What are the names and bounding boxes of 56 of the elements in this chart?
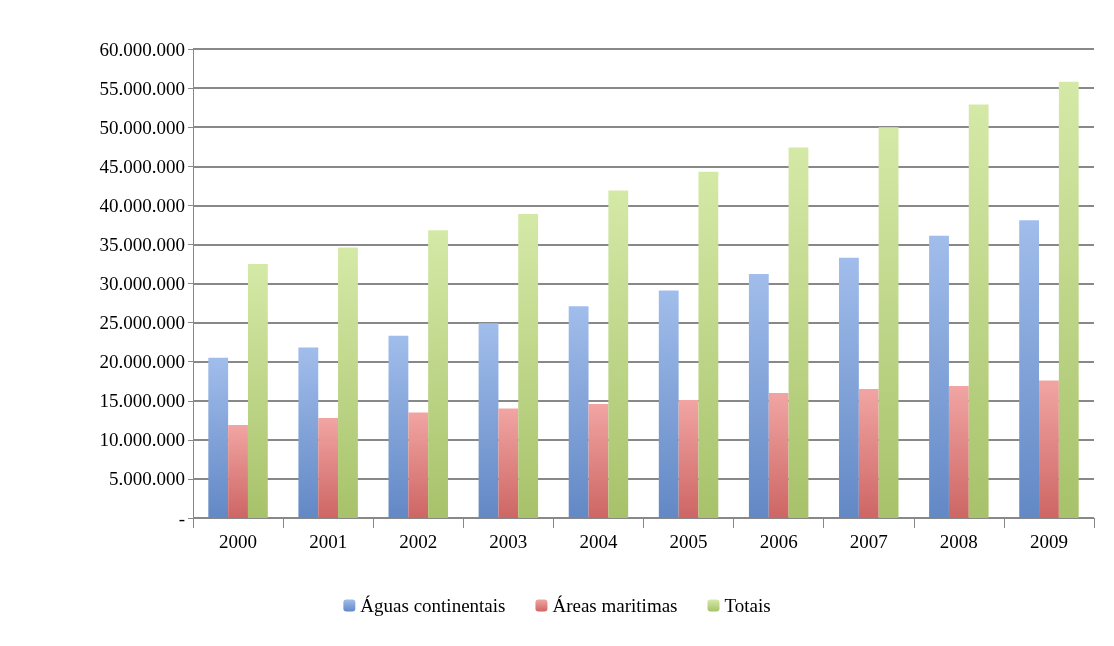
x-tick-label: 2007 [849, 531, 888, 552]
bar [948, 385, 969, 518]
y-tick-label: 5.000.000 [109, 468, 185, 490]
bar [608, 190, 629, 518]
bar [788, 147, 809, 518]
bar [408, 412, 429, 518]
x-tick-label: 2005 [669, 531, 708, 552]
bar [338, 247, 358, 518]
y-tick-label: 45.000.000 [99, 155, 185, 177]
y-tick-label: 50.000.000 [99, 116, 185, 138]
bar [968, 104, 989, 518]
y-tick-label: 10.000.000 [99, 429, 185, 451]
bar [478, 323, 499, 518]
y-tick-label: 60.000.000 [99, 38, 185, 60]
y-tick-label: 55.000.000 [99, 77, 185, 99]
x-tick-label: 2006 [759, 531, 798, 552]
y-tick-label: 25.000.000 [99, 312, 185, 334]
legend-label: Áreas maritimas [552, 595, 678, 616]
legend-label: Totais [724, 595, 771, 616]
y-tick-label: 20.000.000 [99, 351, 185, 373]
bar [318, 417, 339, 518]
bar [208, 357, 229, 518]
bar [247, 263, 268, 518]
bar [658, 290, 679, 518]
bar [1058, 81, 1079, 518]
bar [428, 230, 448, 518]
x-tick-label: 2002 [399, 531, 438, 552]
y-tick-label: - [178, 507, 185, 529]
bar [858, 389, 879, 518]
bar [748, 274, 769, 518]
bar [588, 403, 609, 518]
bar [498, 408, 519, 518]
bar [298, 347, 319, 518]
bar [768, 392, 789, 518]
bar [568, 306, 589, 518]
bar [1019, 220, 1040, 518]
x-tick-label: 2009 [1029, 531, 1068, 552]
bar [839, 257, 859, 518]
y-tick-label: 40.000.000 [99, 194, 185, 216]
bar [518, 213, 539, 518]
legend-label: Águas continentais [360, 595, 506, 616]
x-tick-label: 2004 [579, 531, 618, 552]
x-tick-label: 2001 [309, 531, 348, 552]
x-tick-label: 2008 [939, 531, 978, 552]
bar [388, 335, 409, 518]
y-tick-label: 15.000.000 [99, 390, 185, 412]
y-tick-label: 35.000.000 [99, 233, 185, 255]
bar [678, 399, 699, 518]
x-tick-label: 2003 [489, 531, 528, 552]
bar [228, 424, 248, 518]
y-tick-label: 30.000.000 [99, 273, 185, 294]
x-tick-label: 2000 [219, 531, 258, 552]
bar [878, 127, 899, 518]
bar [929, 235, 949, 518]
bar [1039, 380, 1059, 518]
bar [698, 171, 719, 518]
